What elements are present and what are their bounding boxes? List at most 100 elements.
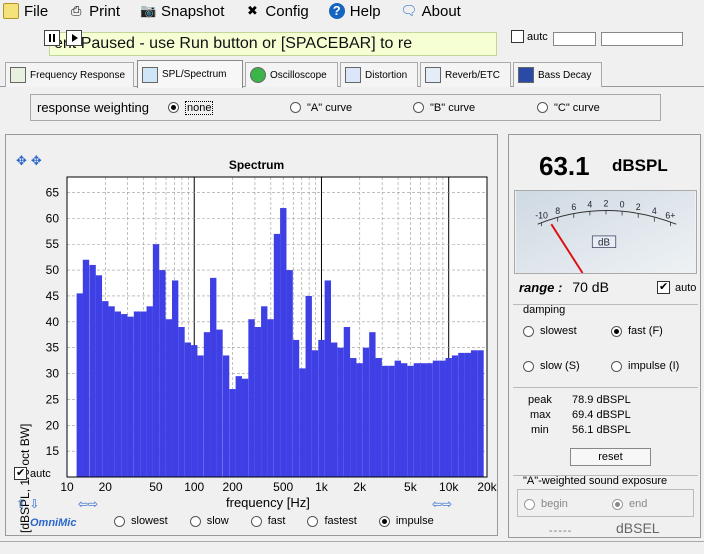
radio-damping-fast[interactable] (611, 325, 622, 337)
menu-config-label: Config (265, 2, 309, 20)
exposure-box: begin end (517, 489, 694, 517)
menu-print[interactable]: ⎙ Print (68, 3, 120, 20)
damping-fast[interactable]: fast (F) (611, 325, 663, 337)
level-field-b[interactable] (601, 32, 683, 46)
radio-avg-fast[interactable] (250, 515, 262, 527)
weighting-b-curve[interactable]: "B" curve (413, 102, 475, 114)
autc-graph-toggle[interactable]: autc (14, 466, 51, 480)
bass-decay-icon (518, 67, 534, 83)
tab-oscilloscope[interactable]: Oscilloscope (245, 62, 338, 87)
damping-impulse-label: impulse (I) (628, 360, 680, 372)
range-value[interactable]: 70 dB (572, 279, 609, 295)
autc-top-label: autc (527, 30, 548, 43)
tab-reverb-etc[interactable]: Reverb/ETC (420, 62, 511, 87)
range-auto-toggle[interactable]: auto (657, 280, 696, 294)
damping-slowest[interactable]: slowest (523, 325, 577, 337)
spectrum-bar (222, 355, 230, 477)
spectrum-bar (127, 316, 134, 477)
spectrum-bar (305, 295, 312, 477)
radio-c-curve[interactable] (537, 102, 548, 113)
spectrum-bar (337, 347, 344, 477)
avg-impulse[interactable]: impulse (378, 515, 434, 527)
exposure-group: "A"-weighted sound exposure begin end (513, 475, 698, 529)
radio-damping-slow[interactable] (523, 360, 534, 372)
spectrum-bar (267, 319, 274, 477)
spectrum-bar (197, 355, 204, 477)
exposure-begin[interactable]: begin (524, 498, 568, 510)
radio-avg-fastest[interactable] (307, 515, 319, 527)
damping-group: damping slowest fast (F) slow (S) impuls… (513, 304, 698, 380)
level-field-a[interactable] (553, 32, 596, 46)
avg-slowest[interactable]: slowest (114, 515, 168, 527)
min-label: min (531, 424, 549, 436)
spectrum-bar (203, 332, 211, 477)
spectrum-plot[interactable]: 15 20 25 30 35 40 45 50 55 60 65 10 20 50 100 200 500 1k 2… (6, 135, 499, 505)
tab-frequency-response[interactable]: Frequency Response (5, 62, 134, 87)
avg-slow[interactable]: slow (189, 515, 229, 527)
spectrum-bar (133, 311, 141, 477)
weighting-c-curve[interactable]: "C" curve (537, 102, 600, 114)
spectrum-bar (426, 363, 433, 477)
spectrum-bar (432, 360, 440, 477)
damping-impulse[interactable]: impulse (I) (611, 360, 679, 372)
radio-damping-impulse[interactable] (611, 360, 622, 372)
tab-spl-spectrum[interactable]: SPL/Spectrum (137, 60, 243, 88)
spectrum-bar (241, 378, 249, 477)
radio-damping-slowest[interactable] (523, 325, 534, 337)
weighting-a-label: "A" curve (307, 101, 353, 114)
y-tick-label: 15 (46, 444, 60, 458)
spl-unit: dBSPL (612, 156, 668, 175)
sel-value: ----- (549, 525, 573, 537)
autc-top-checkbox[interactable] (511, 30, 524, 43)
y-tick-label: 35 (46, 341, 60, 355)
exposure-end[interactable]: end (612, 498, 647, 510)
spectrum-bar (286, 270, 293, 477)
radio-avg-slow[interactable] (189, 515, 201, 527)
pause-button[interactable] (44, 30, 60, 46)
tab-bass-decay[interactable]: Bass Decay (513, 62, 602, 87)
weighting-a-curve[interactable]: "A" curve (290, 102, 352, 114)
menu-help[interactable]: ? Help (328, 3, 381, 20)
menu-file[interactable]: File (3, 3, 48, 20)
stat-min: min 56.1 dBSPL (528, 424, 631, 436)
menu-about[interactable]: 🗨 About (401, 3, 461, 20)
radio-none[interactable] (168, 102, 179, 113)
avg-fastest[interactable]: fastest (307, 515, 357, 527)
vu-meter-dial: -10 8 6 4 2 0 2 4 6+ dB (514, 190, 697, 274)
stat-peak: peak 78.9 dBSPL (528, 394, 631, 406)
spectrum-bar (254, 327, 261, 477)
peak-value: 78.9 dBSPL (572, 394, 631, 406)
sel-unit: dBSEL (616, 520, 660, 536)
damping-slow[interactable]: slow (S) (523, 360, 580, 372)
zoom-arrows-icon[interactable]: ✥✥ (16, 153, 46, 168)
menu-config[interactable]: ✖ Config (244, 2, 309, 20)
scroll-x-left-icon[interactable]: ⇦⇨ (78, 497, 99, 511)
stat-max: max 69.4 dBSPL (528, 409, 631, 421)
radio-avg-impulse[interactable] (378, 515, 390, 527)
autc-top-toggle[interactable]: autc (511, 30, 548, 43)
menu-snapshot[interactable]: 📷 Snapshot (140, 3, 224, 20)
spectrum-bar (439, 360, 446, 477)
speech-bubble-icon: 🗨 (400, 3, 418, 18)
reset-button[interactable]: reset (570, 448, 651, 466)
spectrum-bar (350, 358, 357, 477)
scroll-x-right-icon[interactable]: ⇦⇨ (432, 497, 453, 511)
dial-scale-label: 6+ (665, 210, 675, 220)
dial-scale-label: 6 (571, 202, 576, 212)
avg-fast[interactable]: fast (250, 515, 285, 527)
spectrum-bar (407, 365, 414, 477)
scroll-y-arrows-icon[interactable]: ⇧ ⇩ (16, 497, 40, 511)
y-tick-label: 50 (46, 263, 60, 277)
radio-exposure-begin[interactable] (524, 498, 535, 510)
min-value: 56.1 dBSPL (572, 424, 631, 436)
tab-distortion[interactable]: Distortion (340, 62, 418, 87)
radio-b-curve[interactable] (413, 102, 424, 113)
autc-graph-checkbox[interactable] (14, 466, 27, 480)
weighting-none[interactable]: none (168, 100, 214, 115)
radio-a-curve[interactable] (290, 102, 301, 113)
range-auto-checkbox[interactable] (657, 280, 670, 294)
radio-avg-slowest[interactable] (114, 515, 125, 527)
run-button[interactable] (66, 30, 82, 46)
y-tick-label: 25 (46, 392, 60, 406)
radio-exposure-end[interactable] (612, 498, 623, 510)
